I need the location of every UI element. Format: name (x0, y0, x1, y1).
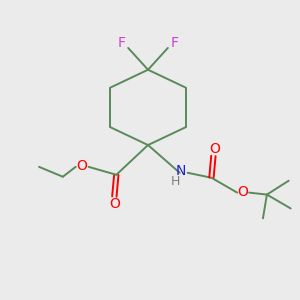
Text: O: O (209, 142, 220, 156)
Text: F: F (171, 36, 179, 50)
Text: H: H (171, 175, 180, 188)
Text: F: F (117, 36, 125, 50)
Text: O: O (76, 159, 87, 173)
Text: O: O (109, 196, 120, 211)
Text: N: N (176, 164, 186, 178)
Text: O: O (238, 184, 249, 199)
